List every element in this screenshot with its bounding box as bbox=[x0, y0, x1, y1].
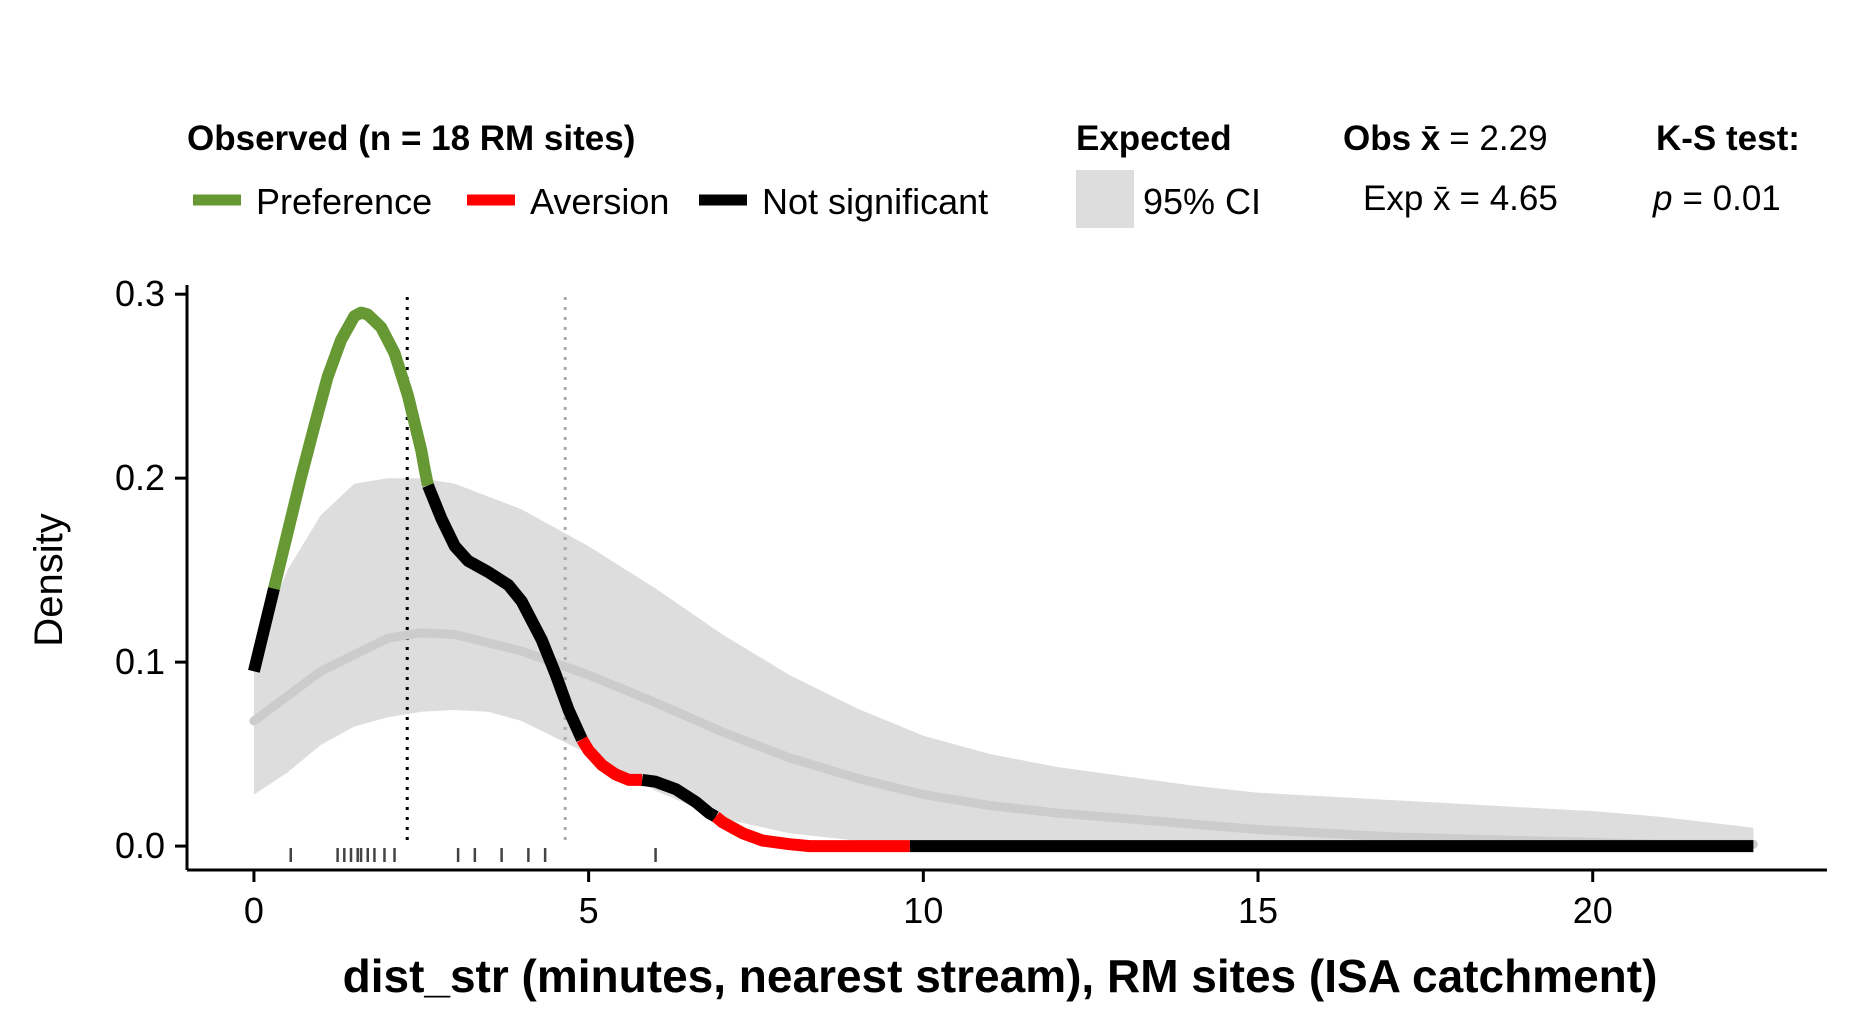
observed-curve-layer bbox=[248, 306, 1754, 853]
observed-segment-5 bbox=[711, 812, 910, 853]
observed-segment-0 bbox=[248, 587, 280, 673]
legend-obs-mean-value: = 2.29 bbox=[1449, 119, 1547, 158]
legend-exp-mean-value: = 4.65 bbox=[1460, 179, 1558, 218]
legend-swatch-ci bbox=[1076, 170, 1134, 228]
y-tick-label-3: 0.3 bbox=[115, 273, 165, 314]
y-tick-label-1: 0.1 bbox=[115, 641, 165, 682]
legend-label-ci: 95% CI bbox=[1143, 181, 1261, 222]
legend-ks-title: K-S test: bbox=[1656, 119, 1800, 158]
legend-ks-p-symbol: p bbox=[1652, 179, 1672, 218]
legend-observed-title: Observed (n = 18 RM sites) bbox=[187, 119, 635, 158]
legend-label-aversion: Aversion bbox=[530, 181, 669, 222]
x-tick-label-1: 5 bbox=[579, 890, 599, 931]
observed-segment-4 bbox=[641, 773, 719, 822]
x-tick-label-3: 15 bbox=[1238, 890, 1278, 931]
y-axis-ticks: 0.0 0.1 0.2 0.3 bbox=[115, 273, 189, 870]
y-tick-label-2: 0.2 bbox=[115, 457, 165, 498]
legend-label-preference: Preference bbox=[256, 181, 432, 222]
legend-ks-p-value: = 0.01 bbox=[1682, 179, 1780, 218]
legend-ks-p: p = 0.01 bbox=[1652, 179, 1781, 218]
legend-exp-mean: Exp x̄ = 4.65 bbox=[1363, 179, 1558, 218]
axes: 0 5 10 15 20 0.0 0.1 0.2 0.3 bbox=[115, 273, 1827, 931]
plot-area bbox=[248, 297, 1758, 862]
legend-obs-mean-label: Obs x̄ bbox=[1343, 119, 1441, 158]
observed-segment-3 bbox=[576, 736, 643, 786]
legend: Observed (n = 18 RM sites) Preference Av… bbox=[187, 119, 1800, 228]
ci-band bbox=[253, 478, 1754, 847]
x-axis-ticks: 0 5 10 15 20 bbox=[187, 868, 1827, 931]
observed-segment-2 bbox=[422, 483, 588, 742]
expected-mean-curve bbox=[249, 628, 1758, 849]
x-tick-label-0: 0 bbox=[244, 890, 264, 931]
y-axis-label: Density bbox=[27, 513, 71, 646]
observed-segment-1 bbox=[268, 306, 434, 590]
rug-marks bbox=[289, 848, 657, 862]
x-tick-label-4: 20 bbox=[1573, 890, 1613, 931]
expected-mean-layer bbox=[249, 628, 1758, 849]
x-tick-label-2: 10 bbox=[903, 890, 943, 931]
legend-exp-mean-label: Exp x̄ bbox=[1363, 179, 1451, 218]
ci-band-layer bbox=[253, 478, 1754, 847]
legend-label-not-significant: Not significant bbox=[762, 181, 988, 222]
legend-obs-mean: Obs x̄ = 2.29 bbox=[1343, 119, 1548, 158]
legend-expected-title: Expected bbox=[1076, 119, 1232, 158]
x-axis-label: dist_str (minutes, nearest stream), RM s… bbox=[343, 950, 1658, 1002]
y-tick-label-0: 0.0 bbox=[115, 825, 165, 866]
